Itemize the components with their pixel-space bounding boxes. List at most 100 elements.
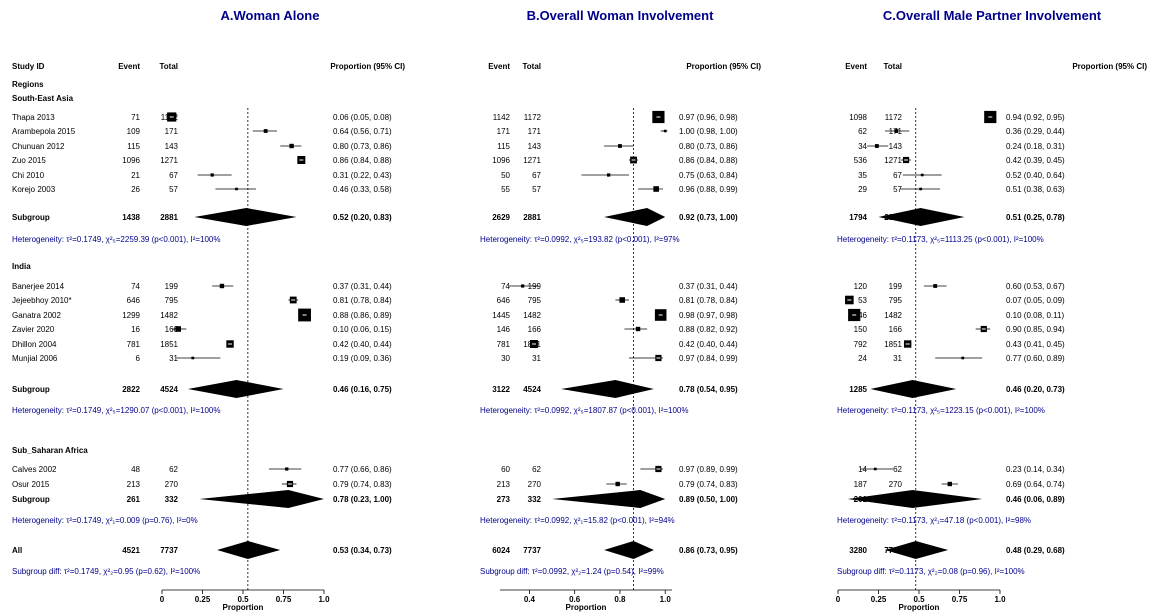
overall-diamond xyxy=(884,541,949,559)
study-total: 199 xyxy=(889,282,903,291)
overall-total: 7737 xyxy=(160,546,178,555)
panel-title: C.Overall Male Partner Involvement xyxy=(883,8,1102,23)
x-tick-label: 0 xyxy=(836,595,841,604)
study-event: 30 xyxy=(501,354,510,363)
study-event: 26 xyxy=(131,185,140,194)
subgroup-ci-text: 0.78 (0.54, 0.95) xyxy=(679,385,738,394)
study-ci-text: 0.42 (0.39, 0.45) xyxy=(1006,156,1065,165)
study-event: 120 xyxy=(854,282,868,291)
heterogeneity-text: Heterogeneity: τ²=0.1173, χ²₅=1223.15 (p… xyxy=(837,406,1045,415)
header-study-id: Study ID xyxy=(12,62,45,71)
study-name: Thapa 2013 xyxy=(12,113,55,122)
subgroup-event: 1285 xyxy=(849,385,867,394)
header-total: Total xyxy=(883,62,902,71)
study-ci-text: 0.88 (0.86, 0.89) xyxy=(333,311,392,320)
subgroup-event: 2822 xyxy=(122,385,140,394)
study-ci-text: 0.86 (0.84, 0.88) xyxy=(679,156,738,165)
study-ci-text: 0.75 (0.63, 0.84) xyxy=(679,171,738,180)
study-event: 115 xyxy=(497,142,510,151)
study-event: 1142 xyxy=(493,113,511,122)
study-ci-text: 0.10 (0.06, 0.15) xyxy=(333,325,392,334)
study-total: 1271 xyxy=(160,156,178,165)
study-ci-text: 0.43 (0.41, 0.45) xyxy=(1006,340,1065,349)
overall-event: 6024 xyxy=(492,546,510,555)
study-event: 171 xyxy=(497,127,511,136)
study-event: 792 xyxy=(854,340,868,349)
study-ci-text: 0.80 (0.73, 0.86) xyxy=(333,142,392,151)
study-event: 781 xyxy=(127,340,141,349)
subgroup-ci-text: 0.92 (0.73, 1.00) xyxy=(679,213,738,222)
study-ci-text: 0.79 (0.74, 0.83) xyxy=(679,480,738,489)
subgroup-diff-text: Subgroup diff: τ²=0.1749, χ²₂=0.95 (p=0.… xyxy=(12,567,200,576)
x-tick-label: 0.25 xyxy=(195,595,211,604)
study-ci-text: 0.36 (0.29, 0.44) xyxy=(1006,127,1065,136)
study-event: 35 xyxy=(858,171,867,180)
study-total: 166 xyxy=(889,325,903,334)
panel-title: B.Overall Woman Involvement xyxy=(527,8,715,23)
study-event: 62 xyxy=(858,127,867,136)
subgroup-diamond xyxy=(604,208,666,226)
study-ci-text: 0.69 (0.64, 0.74) xyxy=(1006,480,1065,489)
study-ci-text: 0.37 (0.31, 0.44) xyxy=(679,282,738,291)
subgroup-ci-text: 0.51 (0.25, 0.78) xyxy=(1006,213,1065,222)
x-tick-label: 0.5 xyxy=(913,595,925,604)
study-total: 57 xyxy=(169,185,178,194)
study-event: 146 xyxy=(497,325,511,334)
study-name: Calves 2002 xyxy=(12,465,57,474)
study-ci-text: 0.97 (0.89, 0.99) xyxy=(679,465,738,474)
subgroup-ci-text: 0.78 (0.23, 1.00) xyxy=(333,495,392,504)
heterogeneity-text: Heterogeneity: τ²=0.0992, χ²₅=193.82 (p<… xyxy=(480,235,680,244)
study-event: 50 xyxy=(501,171,510,180)
subgroup-label: Subgroup xyxy=(12,213,50,222)
study-ci-text: 0.42 (0.40, 0.44) xyxy=(333,340,392,349)
study-ci-text: 0.97 (0.84, 0.99) xyxy=(679,354,738,363)
subgroup-event: 261 xyxy=(127,495,141,504)
study-event: 48 xyxy=(131,465,140,474)
study-total: 31 xyxy=(532,354,541,363)
x-axis-label: Proportion xyxy=(899,603,940,612)
x-tick-label: 0.25 xyxy=(871,595,887,604)
study-total: 795 xyxy=(889,296,903,305)
study-event: 1096 xyxy=(492,156,510,165)
subgroup-diamond xyxy=(194,208,297,226)
study-name: Chunuan 2012 xyxy=(12,142,65,151)
study-ci-text: 1.00 (0.98, 1.00) xyxy=(679,127,738,136)
study-name: Jejeebhoy 2010* xyxy=(12,296,72,305)
study-ci-text: 0.88 (0.82, 0.92) xyxy=(679,325,738,334)
study-total: 270 xyxy=(528,480,542,489)
heterogeneity-text: Heterogeneity: τ²=0.1749, χ²₁=0.009 (p=0… xyxy=(12,516,198,525)
study-event: 109 xyxy=(127,127,141,136)
heterogeneity-text: Heterogeneity: τ²=0.0992, χ²₁=15.82 (p<0… xyxy=(480,516,675,525)
header-total: Total xyxy=(159,62,178,71)
study-event: 213 xyxy=(497,480,511,489)
heterogeneity-text: Heterogeneity: τ²=0.0992, χ²₅=1807.87 (p… xyxy=(480,406,689,415)
subgroup-total: 2881 xyxy=(160,213,178,222)
header-total: Total xyxy=(522,62,541,71)
study-event: 115 xyxy=(127,142,140,151)
header-proportion: Proportion (95% CI) xyxy=(330,62,405,71)
study-event: 55 xyxy=(501,185,510,194)
x-axis-label: Proportion xyxy=(223,603,264,612)
subgroup-diamond xyxy=(187,380,284,398)
heterogeneity-text: Heterogeneity: τ²=0.1749, χ²₅=1290.07 (p… xyxy=(12,406,221,415)
study-ci-text: 0.07 (0.05, 0.09) xyxy=(1006,296,1065,305)
study-ci-text: 0.80 (0.73, 0.86) xyxy=(679,142,738,151)
study-name: Banerjee 2014 xyxy=(12,282,65,291)
study-total: 199 xyxy=(528,282,542,291)
subgroup-event: 3122 xyxy=(492,385,510,394)
study-event: 6 xyxy=(136,354,141,363)
x-tick-label: 1.0 xyxy=(318,595,330,604)
subgroup-event: 2629 xyxy=(492,213,510,222)
study-ci-text: 0.77 (0.60, 0.89) xyxy=(1006,354,1065,363)
x-tick-label: 0.5 xyxy=(237,595,249,604)
subgroup-diamond xyxy=(878,208,965,226)
study-ci-text: 0.77 (0.66, 0.86) xyxy=(333,465,392,474)
study-event: 146 xyxy=(854,311,868,320)
subgroup-ci-text: 0.46 (0.20, 0.73) xyxy=(1006,385,1065,394)
study-ci-text: 0.06 (0.05, 0.08) xyxy=(333,113,392,122)
study-total: 57 xyxy=(893,185,902,194)
study-event: 646 xyxy=(127,296,141,305)
study-total: 171 xyxy=(165,127,179,136)
study-total: 67 xyxy=(893,171,902,180)
study-total: 31 xyxy=(893,354,902,363)
